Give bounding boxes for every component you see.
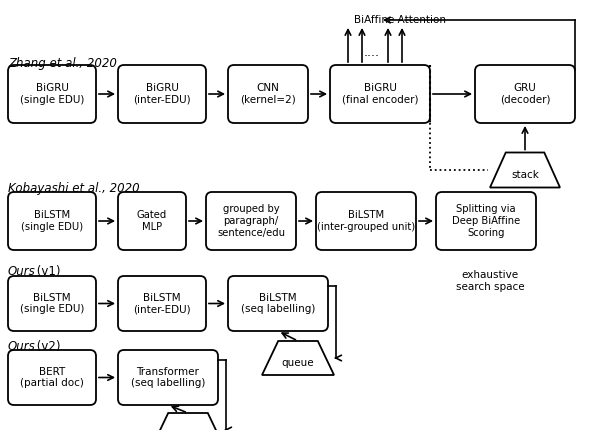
Text: Transformer
(seq labelling): Transformer (seq labelling) [131, 367, 205, 388]
Text: Kobayashi et al., 2020: Kobayashi et al., 2020 [8, 182, 140, 195]
Text: ....: .... [364, 46, 380, 59]
Polygon shape [262, 341, 334, 375]
FancyBboxPatch shape [206, 192, 296, 250]
FancyBboxPatch shape [316, 192, 416, 250]
FancyBboxPatch shape [8, 65, 96, 123]
FancyBboxPatch shape [436, 192, 536, 250]
FancyBboxPatch shape [228, 65, 308, 123]
Text: (v2): (v2) [33, 340, 60, 353]
Text: Ours: Ours [8, 340, 36, 353]
Text: BiLSTM
(single EDU): BiLSTM (single EDU) [20, 293, 84, 314]
Text: CNN
(kernel=2): CNN (kernel=2) [240, 83, 296, 105]
FancyBboxPatch shape [8, 350, 96, 405]
Text: BiLSTM
(single EDU): BiLSTM (single EDU) [21, 210, 83, 232]
FancyBboxPatch shape [475, 65, 575, 123]
Text: Ours: Ours [8, 265, 36, 278]
Text: BiAffine Attention: BiAffine Attention [354, 15, 446, 25]
Text: exhaustive
search space: exhaustive search space [456, 270, 525, 292]
FancyBboxPatch shape [118, 276, 206, 331]
FancyBboxPatch shape [118, 192, 186, 250]
Text: BiGRU
(final encoder): BiGRU (final encoder) [342, 83, 419, 105]
Text: Gated
MLP: Gated MLP [137, 210, 167, 232]
Text: BiLSTM
(seq labelling): BiLSTM (seq labelling) [241, 293, 315, 314]
Text: BiLSTM
(inter-EDU): BiLSTM (inter-EDU) [133, 293, 191, 314]
Polygon shape [152, 413, 224, 430]
FancyBboxPatch shape [118, 65, 206, 123]
FancyBboxPatch shape [8, 192, 96, 250]
Polygon shape [490, 153, 560, 187]
Text: Splitting via
Deep BiAffine
Scoring: Splitting via Deep BiAffine Scoring [452, 204, 520, 238]
Text: (v1): (v1) [33, 265, 60, 278]
Text: BERT
(partial doc): BERT (partial doc) [20, 367, 84, 388]
FancyBboxPatch shape [330, 65, 430, 123]
Text: BiLSTM
(inter-grouped unit): BiLSTM (inter-grouped unit) [317, 210, 415, 232]
FancyBboxPatch shape [118, 350, 218, 405]
Text: BiGRU
(single EDU): BiGRU (single EDU) [20, 83, 84, 105]
Text: queue: queue [282, 358, 314, 368]
Text: BiGRU
(inter-EDU): BiGRU (inter-EDU) [133, 83, 191, 105]
Text: grouped by
paragraph/
sentence/edu: grouped by paragraph/ sentence/edu [217, 204, 285, 238]
Text: stack: stack [511, 170, 539, 180]
Text: Zhang et al., 2020: Zhang et al., 2020 [8, 57, 117, 70]
Text: GRU
(decoder): GRU (decoder) [500, 83, 550, 105]
FancyBboxPatch shape [228, 276, 328, 331]
FancyBboxPatch shape [8, 276, 96, 331]
